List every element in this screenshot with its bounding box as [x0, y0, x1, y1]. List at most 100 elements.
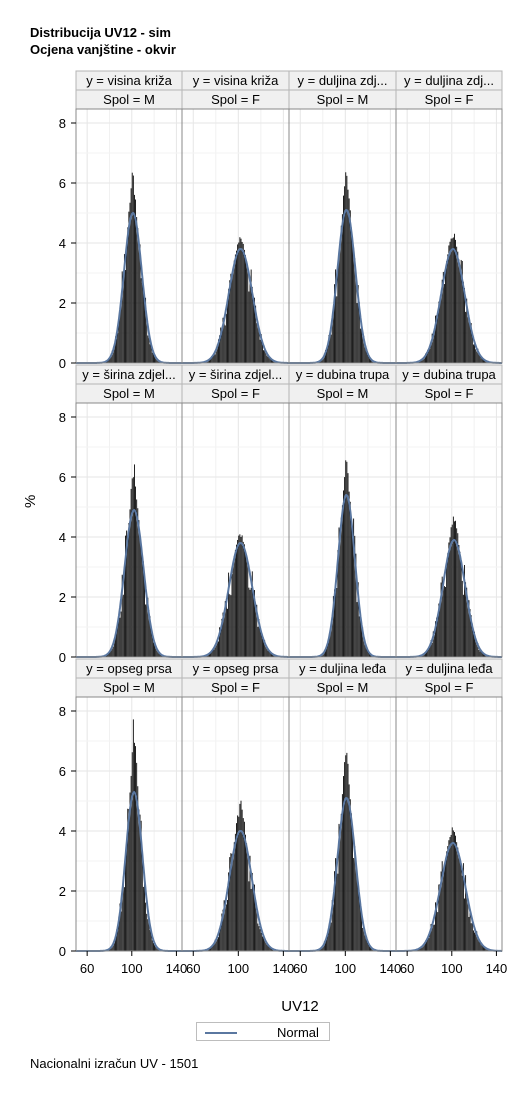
- histogram-bar: [470, 615, 472, 657]
- histogram-bar: [229, 280, 231, 363]
- histogram-bar: [336, 588, 338, 657]
- histogram-bar: [263, 637, 264, 657]
- histogram-bar: [239, 803, 241, 951]
- histogram-bar: [440, 871, 442, 951]
- histogram-bar: [447, 254, 449, 363]
- histogram-bar: [136, 762, 138, 951]
- histogram-bar: [472, 344, 474, 363]
- histogram-bar: [243, 249, 245, 363]
- histogram-bar: [485, 947, 487, 951]
- histogram-bar: [207, 360, 209, 363]
- histogram-bar: [350, 227, 352, 363]
- panel-frame: [395, 108, 503, 364]
- histogram-bar: [427, 650, 429, 657]
- histogram-bar: [245, 255, 246, 363]
- histogram-bar: [359, 900, 361, 951]
- histogram-bar: [236, 544, 237, 657]
- histogram-bar: [148, 337, 150, 363]
- histogram-bar: [420, 360, 422, 363]
- histogram-bar: [450, 527, 452, 657]
- histogram-bar: [129, 202, 131, 363]
- histogram-bar: [483, 654, 484, 657]
- histogram-bar: [327, 345, 329, 363]
- histogram-bar: [234, 833, 236, 951]
- panel-spol-label: Spol = M: [103, 386, 155, 401]
- histogram-bar: [211, 356, 213, 363]
- histogram-bar: [122, 279, 124, 363]
- histogram-bar: [252, 299, 254, 363]
- y-tick-label: 4: [59, 824, 66, 839]
- histogram-bar: [477, 936, 479, 951]
- panel-variable-label: y = dubina trupa: [296, 367, 390, 382]
- histogram-bar: [353, 247, 355, 363]
- histogram-bar: [230, 853, 232, 951]
- histogram-bar: [116, 630, 118, 657]
- histogram-bar: [267, 356, 269, 363]
- histogram-bar: [120, 299, 122, 363]
- histogram-bar: [123, 254, 125, 363]
- histogram-bar: [216, 640, 218, 657]
- histogram-bar: [152, 642, 154, 657]
- histogram-bar: [441, 279, 443, 363]
- histogram-bar: [146, 913, 148, 951]
- histogram-bar: [221, 913, 223, 951]
- histogram-bar: [345, 460, 347, 657]
- histogram-bar: [349, 799, 351, 951]
- histogram-bar: [138, 244, 140, 363]
- histogram-bar: [141, 282, 143, 363]
- histogram-bar: [432, 924, 434, 951]
- histogram-bar: [230, 595, 232, 657]
- histogram-bar: [113, 345, 115, 363]
- histogram-bar: [426, 352, 427, 363]
- histogram-bar: [339, 241, 341, 363]
- histogram-bar: [246, 843, 248, 951]
- histogram-bar: [137, 228, 139, 363]
- histogram-bar: [140, 549, 142, 657]
- histogram-bar: [111, 946, 113, 951]
- histogram-bar: [125, 269, 126, 363]
- histogram-bar: [341, 214, 343, 363]
- histogram-bar: [336, 296, 338, 363]
- histogram-bar: [136, 499, 138, 657]
- histogram-bar: [478, 649, 480, 657]
- histogram-bar: [479, 651, 481, 657]
- x-tick-label: 140: [380, 961, 402, 976]
- histogram-bar: [460, 259, 462, 363]
- histogram-bar: [207, 653, 209, 657]
- histogram-bar: [249, 855, 251, 951]
- histogram-bar: [340, 225, 342, 363]
- histogram-bar: [257, 626, 259, 657]
- histogram-bar: [238, 816, 240, 951]
- histogram-bar: [456, 842, 458, 951]
- histogram-bar: [118, 616, 120, 657]
- histogram-bar: [437, 313, 439, 363]
- histogram-bar: [446, 260, 448, 363]
- histogram-bar: [484, 359, 486, 363]
- histogram-bar: [341, 505, 343, 657]
- histogram-bar: [266, 942, 268, 951]
- histogram-bar: [364, 931, 366, 951]
- histogram-bar: [243, 544, 245, 657]
- histogram-bar: [214, 644, 216, 657]
- histogram-bar: [451, 827, 453, 951]
- panel-spol-label: Spol = M: [103, 680, 155, 695]
- histogram-bar: [445, 858, 446, 951]
- histogram-bar: [252, 884, 254, 951]
- histogram-bar: [372, 949, 374, 951]
- histogram-bar: [119, 312, 121, 363]
- histogram-bar: [243, 821, 245, 951]
- histogram-bar: [443, 865, 445, 951]
- histogram-bar: [363, 636, 365, 657]
- histogram-bar: [109, 651, 111, 657]
- histogram-bar: [330, 334, 332, 363]
- histogram-bar: [352, 829, 353, 951]
- histogram-bar: [130, 188, 132, 363]
- histogram-bar: [256, 604, 258, 657]
- histogram-bar: [428, 938, 430, 951]
- histogram-bar: [155, 946, 157, 951]
- histogram-bar: [433, 635, 435, 657]
- histogram-bar: [358, 897, 360, 951]
- histogram-bar: [233, 556, 235, 657]
- histogram-bar: [111, 350, 113, 363]
- histogram-bar: [468, 600, 470, 657]
